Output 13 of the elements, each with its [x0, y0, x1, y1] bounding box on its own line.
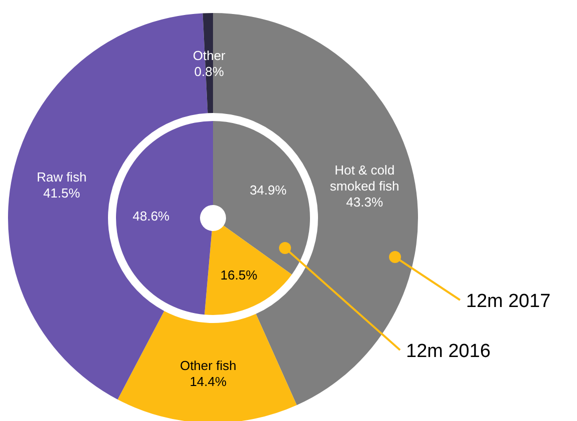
data-label: 34.9%: [250, 182, 288, 198]
slice-label: Raw fish: [36, 170, 87, 185]
data-label: 14.4%: [190, 374, 227, 389]
slice-label: Other fish: [180, 358, 236, 373]
data-label: 48.6%: [132, 208, 170, 224]
data-label: 41.5%: [43, 186, 80, 201]
slice-label: 12m 2016: [406, 341, 491, 362]
slice-label: 12m 2017: [466, 291, 551, 312]
data-label: 16.5%: [220, 267, 258, 282]
data-label: 0.8%: [194, 64, 224, 80]
data-label: 43.3%: [346, 194, 384, 210]
slice-label: Hot & cold smoked fish: [330, 162, 400, 194]
slice-label: Other: [192, 48, 226, 64]
